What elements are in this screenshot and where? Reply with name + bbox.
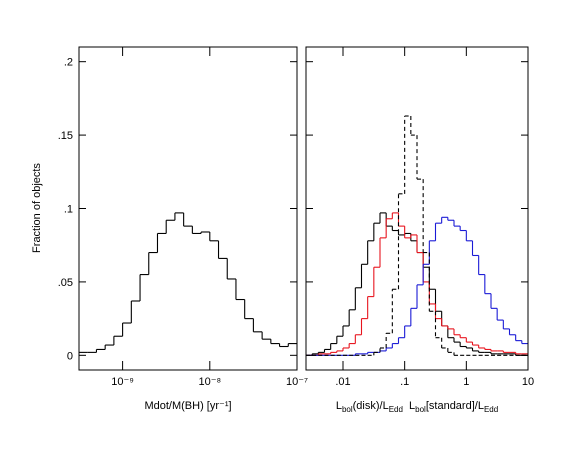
x-tick-label: 10⁻⁹ <box>111 376 134 388</box>
y-tick-label: .2 <box>64 57 73 69</box>
x-axis-label-part: Edd <box>389 405 403 414</box>
histogram-series-group <box>306 115 528 356</box>
x-axis-label-part: bol <box>415 405 426 414</box>
y-tick-label: .15 <box>58 130 73 142</box>
y-tick-label: .05 <box>58 277 73 289</box>
y-tick-label: 0 <box>67 350 73 362</box>
plot-frame <box>78 46 298 371</box>
y-axis-label: Fraction of objects <box>31 163 43 253</box>
x-axis-label: Lbol(disk)/LEdd Lbol[standard]/LEdd <box>336 400 498 414</box>
x-axis-label-part: (disk)/L <box>353 400 389 412</box>
x-axis-label-part: [standard]/L <box>426 400 484 412</box>
y-tick-label: .1 <box>64 204 73 216</box>
x-tick-label: .1 <box>400 376 409 388</box>
x-axis-label-part: L <box>336 400 342 412</box>
x-axis-label-part: bol <box>342 405 353 414</box>
x-axis-label: Mdot/M(BH) [yr⁻¹] <box>144 400 231 412</box>
x-axis-label-part: L <box>403 400 415 412</box>
x-tick-label: 10⁻⁸ <box>198 376 221 388</box>
histogram-series-group <box>79 212 297 353</box>
x-tick-label: 1 <box>463 376 469 388</box>
x-tick-label: .01 <box>335 376 350 388</box>
plot-frame <box>305 46 529 371</box>
x-tick-label: 10 <box>522 376 534 388</box>
x-tick-label: 10⁻⁷ <box>286 376 308 388</box>
x-axis-label-part: Edd <box>484 405 498 414</box>
